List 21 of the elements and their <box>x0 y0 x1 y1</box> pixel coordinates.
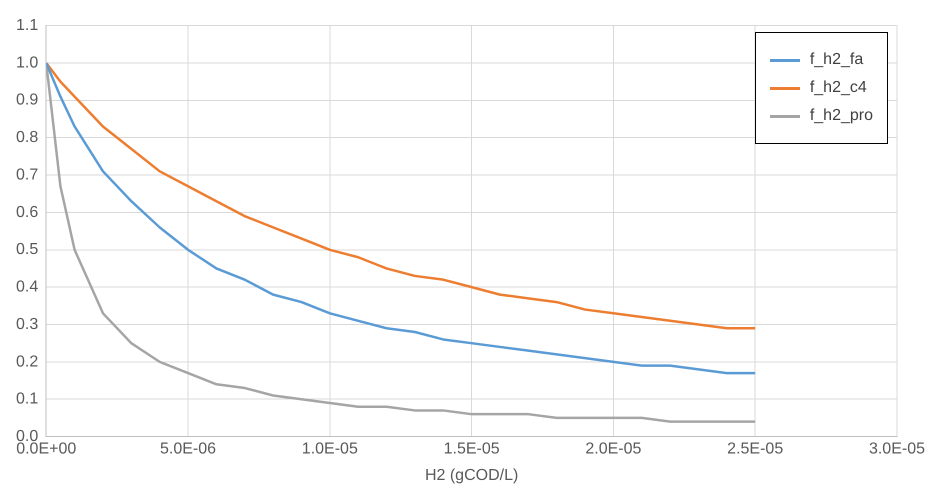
x-tick-label: 3.0E-05 <box>868 440 926 458</box>
y-tick-label: 0.7 <box>16 166 38 184</box>
y-tick-label: 0.4 <box>16 278 38 296</box>
y-tick-label: 1.0 <box>16 54 38 72</box>
x-tick-label: 2.0E-05 <box>585 440 642 458</box>
y-tick-label: 0.3 <box>16 316 38 333</box>
y-tick-label: 0.5 <box>16 241 38 258</box>
legend-label: f_h2_pro <box>810 107 873 125</box>
legend-label: f_h2_c4 <box>810 79 867 97</box>
x-tick-label: 5.0E-06 <box>160 440 216 458</box>
x-axis-title: H2 (gCOD/L) <box>424 466 518 484</box>
y-tick-label: 0.1 <box>16 390 38 408</box>
x-tick-label: 1.0E-05 <box>302 440 358 458</box>
y-tick-label: 0.8 <box>16 129 38 146</box>
y-tick-label: 1.1 <box>16 17 38 34</box>
legend-label: f_h2_fa <box>810 51 864 69</box>
y-tick-label: 0.6 <box>16 204 38 221</box>
y-tick-label: 0.9 <box>16 92 38 109</box>
x-tick-label: 2.5E-05 <box>727 440 784 458</box>
x-tick-label: 1.5E-05 <box>444 440 500 458</box>
y-tick-label: 0.2 <box>16 353 38 370</box>
